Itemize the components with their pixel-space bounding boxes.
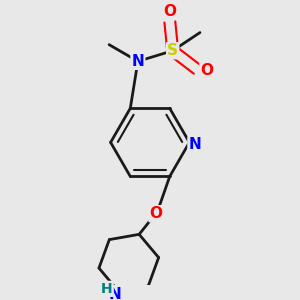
Text: O: O — [200, 63, 213, 78]
Text: N: N — [188, 137, 201, 152]
Text: N: N — [131, 54, 144, 69]
Text: H: H — [101, 282, 113, 296]
Text: N: N — [109, 287, 122, 300]
Text: O: O — [163, 4, 176, 19]
Text: S: S — [167, 43, 178, 58]
Text: O: O — [150, 206, 163, 221]
